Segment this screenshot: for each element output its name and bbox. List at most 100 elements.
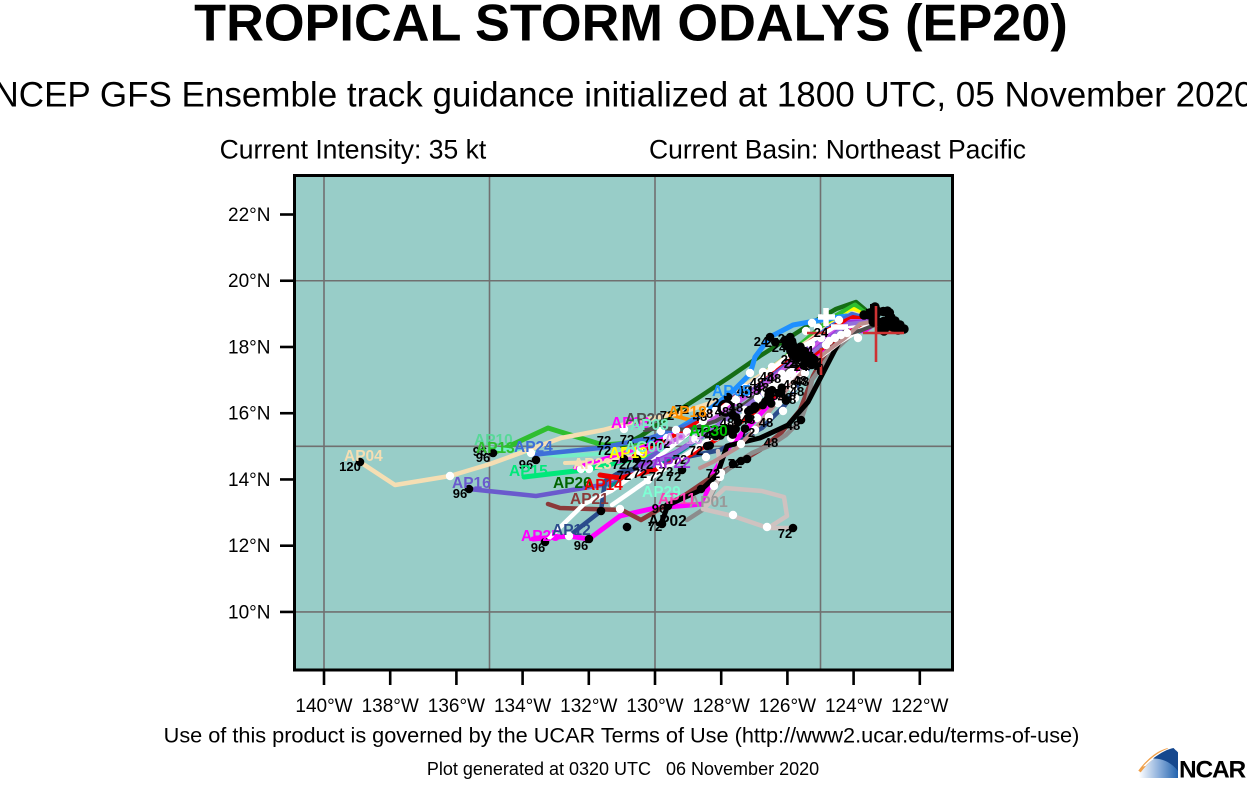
svg-text:128°W: 128°W bbox=[693, 696, 750, 717]
svg-text:AP10: AP10 bbox=[474, 432, 513, 449]
svg-text:24: 24 bbox=[754, 334, 769, 349]
svg-text:AP19: AP19 bbox=[609, 445, 648, 462]
svg-text:AP20: AP20 bbox=[625, 411, 664, 428]
svg-text:AP13: AP13 bbox=[476, 440, 515, 457]
svg-text:72: 72 bbox=[597, 443, 611, 458]
svg-text:48: 48 bbox=[693, 409, 707, 424]
svg-text:124°W: 124°W bbox=[825, 696, 882, 717]
svg-text:48: 48 bbox=[699, 406, 713, 421]
svg-text:48: 48 bbox=[786, 418, 800, 433]
svg-text:72: 72 bbox=[705, 395, 719, 410]
svg-text:AP15: AP15 bbox=[509, 463, 548, 480]
svg-text:AP23: AP23 bbox=[573, 456, 612, 473]
svg-text:72: 72 bbox=[620, 432, 634, 447]
svg-text:48: 48 bbox=[705, 428, 719, 443]
svg-text:96: 96 bbox=[519, 457, 533, 472]
svg-text:48: 48 bbox=[759, 415, 773, 430]
svg-text:14°N: 14°N bbox=[228, 470, 270, 491]
svg-text:AC00: AC00 bbox=[625, 439, 665, 456]
svg-text:24: 24 bbox=[781, 352, 796, 367]
svg-text:AP25: AP25 bbox=[521, 528, 560, 545]
svg-text:AP30: AP30 bbox=[689, 423, 728, 440]
svg-text:48: 48 bbox=[778, 390, 792, 405]
svg-text:Current Basin: Northeast Pacif: Current Basin: Northeast Pacific bbox=[649, 134, 1026, 164]
svg-text:72: 72 bbox=[706, 466, 720, 481]
svg-text:96: 96 bbox=[476, 450, 490, 465]
svg-text:72: 72 bbox=[689, 443, 703, 458]
svg-text:AP04: AP04 bbox=[344, 448, 383, 465]
svg-text:96: 96 bbox=[453, 486, 467, 501]
svg-text:NCEP GFS Ensemble track guidan: NCEP GFS Ensemble track guidance initial… bbox=[0, 76, 1247, 115]
svg-text:48: 48 bbox=[715, 404, 729, 419]
svg-text:24: 24 bbox=[808, 355, 823, 370]
svg-text:96: 96 bbox=[652, 501, 666, 516]
svg-text:16°N: 16°N bbox=[228, 404, 270, 425]
svg-text:24: 24 bbox=[784, 356, 799, 371]
svg-text:48: 48 bbox=[790, 384, 804, 399]
svg-text:72: 72 bbox=[660, 408, 674, 423]
svg-text:48: 48 bbox=[755, 380, 769, 395]
svg-text:24: 24 bbox=[778, 331, 793, 346]
svg-text:72: 72 bbox=[659, 464, 673, 479]
svg-text:48: 48 bbox=[793, 373, 807, 388]
svg-text:AP24: AP24 bbox=[514, 439, 553, 456]
svg-text:120: 120 bbox=[339, 459, 361, 474]
svg-text:72: 72 bbox=[625, 457, 639, 472]
svg-text:AP21: AP21 bbox=[570, 491, 609, 508]
svg-text:24: 24 bbox=[799, 343, 814, 358]
svg-text:24: 24 bbox=[772, 340, 787, 355]
svg-text:72: 72 bbox=[643, 434, 657, 449]
svg-text:AP02: AP02 bbox=[648, 513, 687, 530]
svg-text:AP08: AP08 bbox=[630, 417, 669, 434]
svg-text:24: 24 bbox=[814, 325, 829, 340]
svg-text:72: 72 bbox=[673, 452, 687, 467]
svg-text:136°W: 136°W bbox=[428, 696, 485, 717]
svg-text:122°W: 122°W bbox=[891, 696, 948, 717]
svg-text:72: 72 bbox=[667, 469, 681, 484]
svg-text:72: 72 bbox=[617, 468, 631, 483]
svg-text:134°W: 134°W bbox=[494, 696, 551, 717]
svg-text:AP29: AP29 bbox=[642, 484, 681, 501]
svg-text:48: 48 bbox=[782, 392, 796, 407]
svg-text:96: 96 bbox=[473, 444, 487, 459]
svg-text:130°W: 130°W bbox=[626, 696, 683, 717]
svg-text:24: 24 bbox=[803, 358, 818, 373]
svg-text:72: 72 bbox=[778, 526, 792, 541]
svg-text:Plot generated at 0320 UTC 0: Plot generated at 0320 UTC 06 November 2… bbox=[427, 759, 819, 779]
svg-text:AP13: AP13 bbox=[664, 431, 703, 448]
svg-text:AP11: AP11 bbox=[658, 491, 696, 508]
svg-text:AP26: AP26 bbox=[553, 475, 592, 492]
svg-text:18°N: 18°N bbox=[228, 337, 270, 358]
svg-text:72: 72 bbox=[597, 433, 611, 448]
svg-text:72: 72 bbox=[675, 402, 689, 417]
svg-text:48: 48 bbox=[764, 388, 778, 403]
svg-text:48: 48 bbox=[795, 374, 809, 389]
svg-text:20°N: 20°N bbox=[228, 271, 270, 292]
svg-text:72: 72 bbox=[741, 425, 755, 440]
svg-text:AP12: AP12 bbox=[552, 522, 591, 539]
svg-text:12°N: 12°N bbox=[228, 536, 270, 557]
svg-text:24: 24 bbox=[794, 359, 809, 374]
svg-text:AP22: AP22 bbox=[652, 455, 691, 472]
svg-text:48: 48 bbox=[738, 386, 752, 401]
svg-text:48: 48 bbox=[741, 412, 755, 427]
svg-text:48: 48 bbox=[764, 435, 778, 450]
svg-text:NCAR: NCAR bbox=[1179, 757, 1246, 781]
svg-text:Use of this product is governe: Use of this product is governed by the U… bbox=[164, 723, 1080, 748]
svg-text:132°W: 132°W bbox=[560, 696, 617, 717]
svg-text:48: 48 bbox=[783, 377, 797, 392]
svg-text:72: 72 bbox=[710, 423, 724, 438]
svg-text:48: 48 bbox=[760, 369, 774, 384]
svg-text:72: 72 bbox=[656, 436, 670, 451]
svg-text:10°N: 10°N bbox=[228, 602, 270, 623]
svg-text:48: 48 bbox=[746, 383, 760, 398]
svg-text:72: 72 bbox=[633, 466, 647, 481]
svg-text:96: 96 bbox=[531, 540, 545, 555]
svg-text:72: 72 bbox=[649, 469, 663, 484]
svg-text:48: 48 bbox=[772, 386, 786, 401]
svg-text:48: 48 bbox=[737, 383, 751, 398]
svg-text:Current Intensity: 35 kt: Current Intensity: 35 kt bbox=[220, 134, 487, 164]
svg-text:48: 48 bbox=[750, 375, 764, 390]
svg-text:72: 72 bbox=[639, 457, 653, 472]
svg-text:48: 48 bbox=[729, 400, 743, 415]
